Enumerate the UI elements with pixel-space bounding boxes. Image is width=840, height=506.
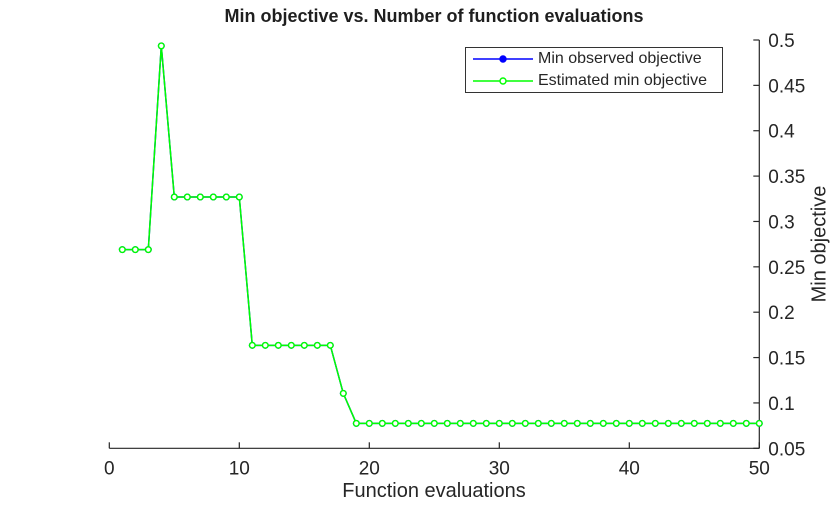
- y-tick-label: 0.05: [768, 439, 805, 460]
- legend-label-observed: Min observed objective: [538, 50, 702, 67]
- series-marker-1: [339, 389, 347, 397]
- x-tick-label: 10: [229, 458, 250, 479]
- series-marker-1: [235, 193, 243, 201]
- y-tick-label: 0.45: [768, 76, 805, 97]
- series-marker-1: [417, 419, 425, 427]
- series-marker-1: [521, 419, 529, 427]
- y-tick-label: 0.5: [768, 31, 794, 52]
- series-line-0: [122, 45, 760, 425]
- series-marker-1: [742, 419, 750, 427]
- series-marker-1: [365, 419, 373, 427]
- chart-title: Min objective vs. Number of function eva…: [224, 6, 644, 26]
- series-line-1: [122, 45, 760, 425]
- legend-line-estimated-icon: [473, 77, 533, 85]
- series-marker-1: [534, 419, 542, 427]
- series-marker-1: [404, 419, 412, 427]
- series-marker-1: [651, 419, 659, 427]
- y-tick-label: 0.15: [768, 349, 805, 370]
- series-marker-1: [729, 419, 737, 427]
- y-axis-label-text: Min objective: [808, 185, 831, 303]
- legend-entry-estimated: Estimated min objective: [466, 71, 722, 91]
- x-axis-label: Function evaluations: [342, 480, 526, 502]
- series-marker-1: [300, 341, 308, 349]
- x-tick-label: 40: [619, 458, 640, 479]
- series-marker-1: [443, 419, 451, 427]
- series-marker-1: [326, 341, 334, 349]
- series-marker-1: [755, 419, 763, 427]
- series-marker-1: [391, 419, 399, 427]
- legend-label-estimated: Estimated min objective: [538, 72, 707, 89]
- x-tick-label: 20: [359, 458, 380, 479]
- series-marker-1: [157, 42, 165, 50]
- series-marker-1: [170, 193, 178, 201]
- series-marker-1: [287, 341, 295, 349]
- series-marker-1: [625, 419, 633, 427]
- series-marker-1: [261, 341, 269, 349]
- x-tick-label: 50: [749, 458, 770, 479]
- series-marker-1: [703, 419, 711, 427]
- series-marker-1: [716, 419, 724, 427]
- series-marker-1: [638, 419, 646, 427]
- series-marker-1: [456, 419, 464, 427]
- series-marker-1: [352, 419, 360, 427]
- series-marker-1: [430, 419, 438, 427]
- series-marker-1: [131, 246, 139, 254]
- series-marker-1: [248, 341, 256, 349]
- x-tick-label: 0: [104, 458, 115, 479]
- series-marker-1: [664, 419, 672, 427]
- legend-line-observed-icon: [473, 55, 533, 63]
- series-marker-1: [560, 419, 568, 427]
- series-marker-1: [469, 419, 477, 427]
- series-marker-1: [690, 419, 698, 427]
- y-tick-label: 0.1: [768, 394, 794, 415]
- series-marker-1: [612, 419, 620, 427]
- series-marker-1: [599, 419, 607, 427]
- y-tick-label: 0.2: [768, 303, 794, 324]
- legend-entry-observed: Min observed objective: [466, 49, 722, 69]
- series-marker-1: [482, 419, 490, 427]
- y-tick-label: 0.25: [768, 258, 805, 279]
- series-marker-1: [222, 193, 230, 201]
- series-marker-1: [495, 419, 503, 427]
- series-marker-1: [573, 419, 581, 427]
- series-marker-1: [274, 341, 282, 349]
- series-marker-1: [677, 419, 685, 427]
- y-tick-label: 0.4: [768, 122, 795, 143]
- x-tick-label: 30: [489, 458, 510, 479]
- series-marker-1: [118, 246, 126, 254]
- series-marker-1: [183, 193, 191, 201]
- series-marker-1: [209, 193, 217, 201]
- series-marker-1: [508, 419, 516, 427]
- series-marker-1: [586, 419, 594, 427]
- series-marker-1: [144, 246, 152, 254]
- legend: Min observed objective Estimated min obj…: [465, 47, 723, 93]
- series-marker-1: [313, 341, 321, 349]
- y-tick-label: 0.35: [768, 167, 805, 188]
- series-marker-1: [378, 419, 386, 427]
- y-tick-label: 0.3: [768, 212, 794, 233]
- series-marker-1: [196, 193, 204, 201]
- series-marker-1: [547, 419, 555, 427]
